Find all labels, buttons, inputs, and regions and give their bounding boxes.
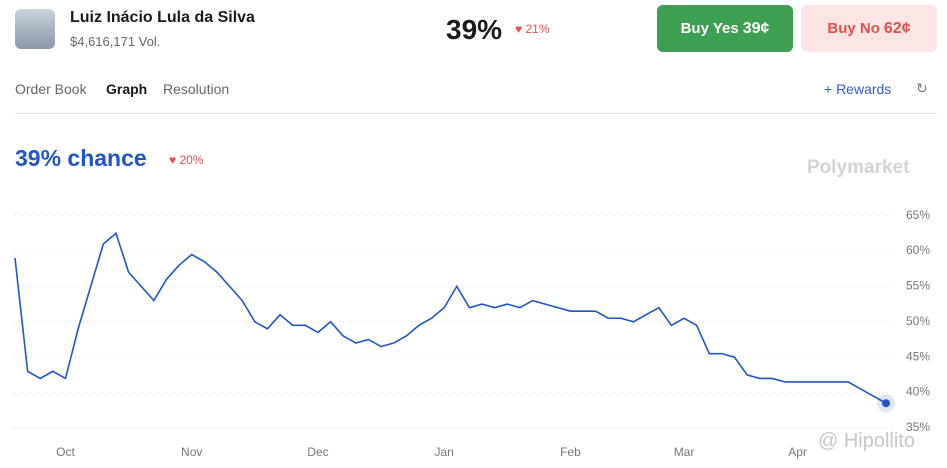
x-tick-label: Feb bbox=[560, 445, 581, 459]
buy-yes-label: Buy Yes bbox=[680, 20, 739, 37]
x-tick-label: Oct bbox=[56, 445, 75, 459]
y-tick-label: 65% bbox=[906, 208, 930, 222]
y-tick-label: 40% bbox=[906, 385, 930, 399]
y-tick-label: 35% bbox=[906, 420, 930, 434]
buy-no-button[interactable]: Buy No 62¢ bbox=[801, 5, 937, 52]
divider bbox=[15, 113, 937, 114]
end-dot bbox=[882, 399, 890, 408]
x-tick-label: Nov bbox=[181, 445, 202, 459]
market-title: Luiz Inácio Lula da Silva bbox=[70, 9, 255, 26]
x-tick-label: Jan bbox=[435, 445, 454, 459]
watermark: @ Hipollito bbox=[818, 430, 916, 452]
avatar bbox=[15, 9, 55, 49]
y-tick-label: 55% bbox=[906, 279, 930, 293]
x-tick-label: Mar bbox=[674, 445, 695, 459]
y-tick-label: 45% bbox=[906, 349, 930, 363]
buy-no-price: 62¢ bbox=[883, 19, 911, 37]
chance-change-value: 20% bbox=[179, 153, 204, 167]
line bbox=[14, 231, 887, 404]
chance: 39% chance bbox=[15, 145, 147, 171]
tab[interactable]: Order Book bbox=[15, 81, 87, 97]
volume: $4,616,171 Vol. bbox=[70, 34, 161, 49]
brand: Polymarket bbox=[807, 157, 910, 178]
tab[interactable]: Resolution bbox=[163, 81, 230, 97]
buy-yes-button[interactable]: Buy Yes 39¢ bbox=[657, 5, 793, 52]
change-value: 21% bbox=[525, 22, 550, 36]
y-tick-label: 60% bbox=[906, 243, 930, 257]
price-change: ♥ 21% bbox=[515, 22, 550, 36]
rewards[interactable]: + Rewards bbox=[824, 81, 892, 97]
refresh[interactable]: ↻ bbox=[916, 80, 928, 96]
buy-no-label: Buy No bbox=[827, 20, 880, 37]
buy-yes-price: 39¢ bbox=[742, 19, 770, 37]
price: 39% bbox=[446, 14, 503, 45]
x-tick-label: Apr bbox=[788, 445, 807, 459]
x-tick-label: Dec bbox=[307, 445, 328, 459]
tab-active[interactable]: Graph bbox=[106, 81, 148, 97]
y-tick-label: 50% bbox=[906, 314, 930, 328]
chance-change: ♥ 20% bbox=[169, 153, 204, 167]
